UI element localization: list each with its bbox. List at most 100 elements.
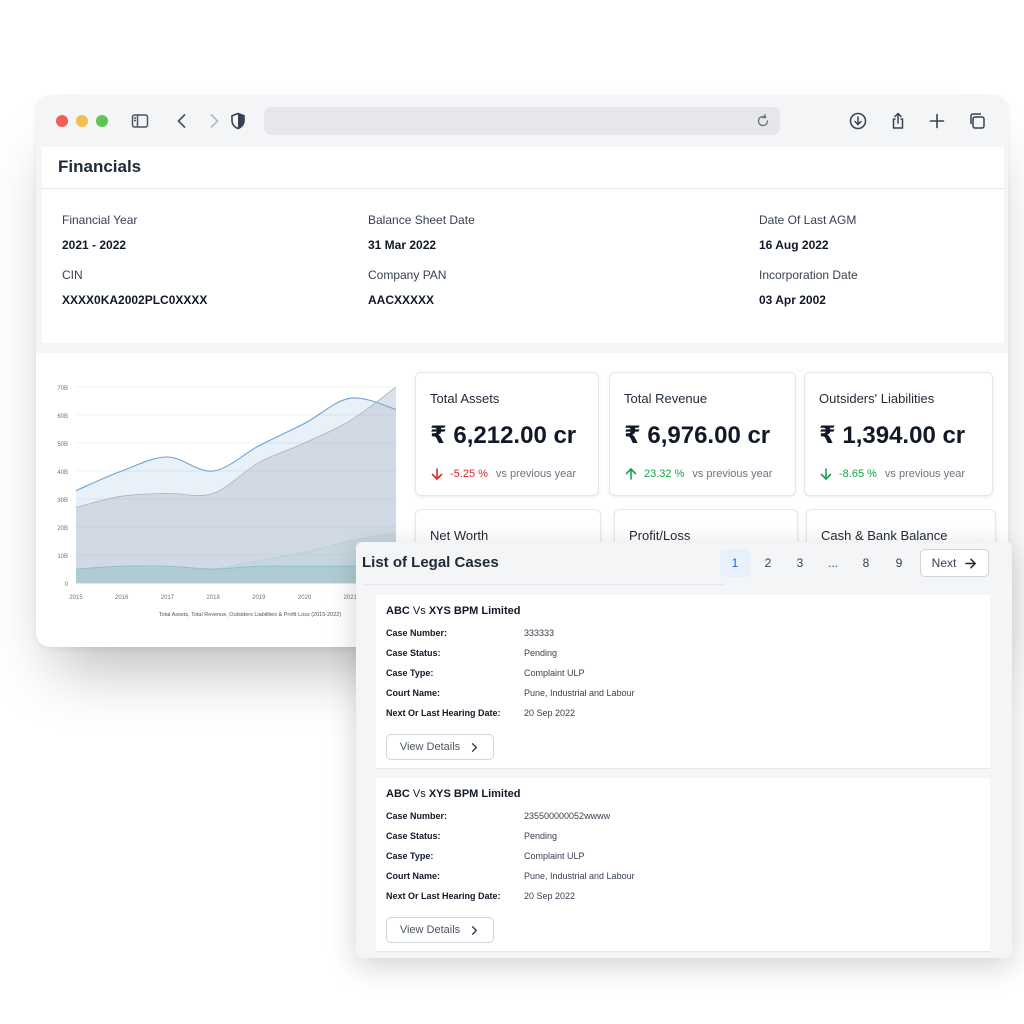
view-details-button[interactable]: View Details (386, 917, 494, 943)
tabs-icon[interactable] (965, 109, 989, 133)
series-line (75, 397, 397, 492)
view-details-button[interactable]: View Details (386, 734, 494, 760)
case-status-key: Case Status: (386, 831, 441, 841)
case-type-key: Case Type: (386, 851, 434, 861)
card-change-comparison: vs previous year (692, 468, 773, 480)
y-tick-label: 50B (57, 442, 68, 448)
case-vs: Vs (412, 605, 426, 617)
new-tab-icon[interactable] (925, 109, 949, 133)
y-tick-label: 40B (57, 470, 68, 476)
card-value: ₹ 6,976.00 cr (624, 422, 771, 449)
incorporation-date-label: Incorporation Date (759, 268, 858, 282)
case-number-value: 333333 (524, 628, 555, 638)
arrow-down-icon (820, 468, 832, 480)
x-tick-label: 2019 (252, 595, 266, 601)
series-line (75, 386, 397, 508)
company-pan-label: Company PAN (368, 268, 447, 282)
card-label: Total Assets (430, 391, 500, 406)
reload-icon[interactable] (754, 112, 772, 130)
court-name-key: Court Name: (386, 871, 441, 881)
page-button-2[interactable]: 2 (764, 556, 772, 570)
case-number-key: Case Number: (386, 811, 448, 821)
case-party-b: XYS BPM Limited (428, 788, 521, 800)
x-tick-label: 2018 (206, 595, 220, 601)
financial-year-value: 2021 - 2022 (62, 238, 127, 252)
shield-icon[interactable] (226, 109, 250, 133)
case-party-a: ABC (386, 788, 410, 800)
last-agm-date-value: 16 Aug 2022 (759, 238, 829, 252)
address-bar[interactable] (264, 107, 780, 135)
page-button-8[interactable]: 8 (862, 556, 870, 570)
case-vs: Vs (412, 788, 426, 800)
sidebar-icon[interactable] (128, 109, 152, 133)
series-line (75, 532, 397, 571)
minimize-window-button[interactable] (76, 115, 88, 127)
case-party-a: ABC (386, 605, 410, 617)
card-value: ₹ 6,212.00 cr (430, 422, 577, 449)
company-pan-value: AACXXXXX (368, 293, 435, 307)
download-icon[interactable] (846, 109, 870, 133)
card-change-comparison: vs previous year (495, 468, 577, 480)
x-tick-label: 2017 (161, 595, 175, 601)
page-button-1[interactable]: 1 (720, 549, 750, 577)
page-button-9[interactable]: 9 (895, 556, 903, 570)
x-tick-label: 2020 (298, 595, 312, 601)
hearing-date-value: 20 Sep 2022 (524, 891, 576, 901)
case-status-value: Pending (524, 831, 558, 841)
hearing-date-value: 20 Sep 2022 (524, 708, 576, 718)
back-icon[interactable] (170, 109, 194, 133)
financial-year-label: Financial Year (62, 213, 138, 227)
chevron-right-icon (472, 742, 478, 752)
balance-sheet-date-label: Balance Sheet Date (368, 213, 475, 227)
last-agm-date-label: Date Of Last AGM (759, 213, 857, 227)
card-change: 23.32 % vs previous year (624, 467, 772, 481)
financials-area-chart: 0 10B 20B 30B 40B 50B 60B 70B 2015 2016 2017 2018 20… (57, 386, 397, 618)
series-line (75, 565, 396, 570)
cin-label: CIN (62, 268, 83, 282)
card-label: Outsiders' Liabilities (819, 391, 935, 406)
y-tick-label: 60B (57, 414, 68, 420)
financials-panel: Financials Financial Year 2021 - 2022 Ba… (42, 147, 1004, 343)
card-change-comparison: vs previous year (884, 468, 966, 480)
cin-value: XXXX0KA2002PLC0XXXX (62, 293, 208, 307)
view-details-label: View Details (399, 924, 461, 936)
arrow-down-icon (431, 468, 443, 480)
x-tick-label: 2015 (69, 595, 83, 601)
case-status-value: Pending (524, 648, 558, 658)
hearing-date-key: Next Or Last Hearing Date: (386, 891, 501, 901)
case-status-key: Case Status: (386, 648, 441, 658)
case-title: ABC Vs XYS BPM Limited (386, 788, 521, 800)
y-tick-label: 30B (57, 498, 68, 504)
share-icon[interactable] (886, 109, 910, 133)
y-tick-label: 10B (57, 554, 68, 560)
x-axis-label: Total Assets, Total Revenue, Outsiders L… (159, 612, 342, 618)
case-number-key: Case Number: (386, 628, 448, 638)
y-tick-label: 70B (57, 386, 68, 392)
y-tick-label: 0 (65, 582, 69, 588)
page-ellipsis: ... (827, 556, 838, 570)
legal-cases-title: List of Legal Cases (362, 554, 499, 571)
case-type-key: Case Type: (386, 668, 434, 678)
page-button-3[interactable]: 3 (796, 556, 804, 570)
card-label: Total Revenue (624, 391, 708, 406)
court-name-key: Court Name: (386, 688, 441, 698)
case-type-value: Complaint ULP (524, 851, 585, 861)
card-change: -8.65 % vs previous year (819, 467, 965, 481)
maximize-window-button[interactable] (96, 115, 108, 127)
legal-case-card: ABC Vs XYS BPM Limited Case Number: 3333… (376, 595, 990, 769)
series-area (76, 397, 396, 583)
y-tick-label: 20B (57, 526, 68, 532)
total-assets-card: Total Assets ₹ 6,212.00 cr -5.25 % vs pr… (415, 372, 599, 496)
card-value: ₹ 1,394.00 cr (819, 422, 966, 449)
card-change: -5.25 % vs previous year (430, 467, 576, 481)
series-area (76, 532, 396, 583)
x-tick-label: 2021 (344, 595, 358, 601)
close-window-button[interactable] (56, 115, 68, 127)
forward-icon[interactable] (202, 109, 226, 133)
next-page-button[interactable]: Next (920, 549, 989, 577)
card-change-percent: -5.25 % (450, 468, 488, 480)
case-party-b: XYS BPM Limited (428, 605, 521, 617)
court-name-value: Pune, Industrial and Labour (524, 688, 635, 698)
case-title: ABC Vs XYS BPM Limited (386, 605, 521, 617)
series-area (76, 387, 396, 583)
